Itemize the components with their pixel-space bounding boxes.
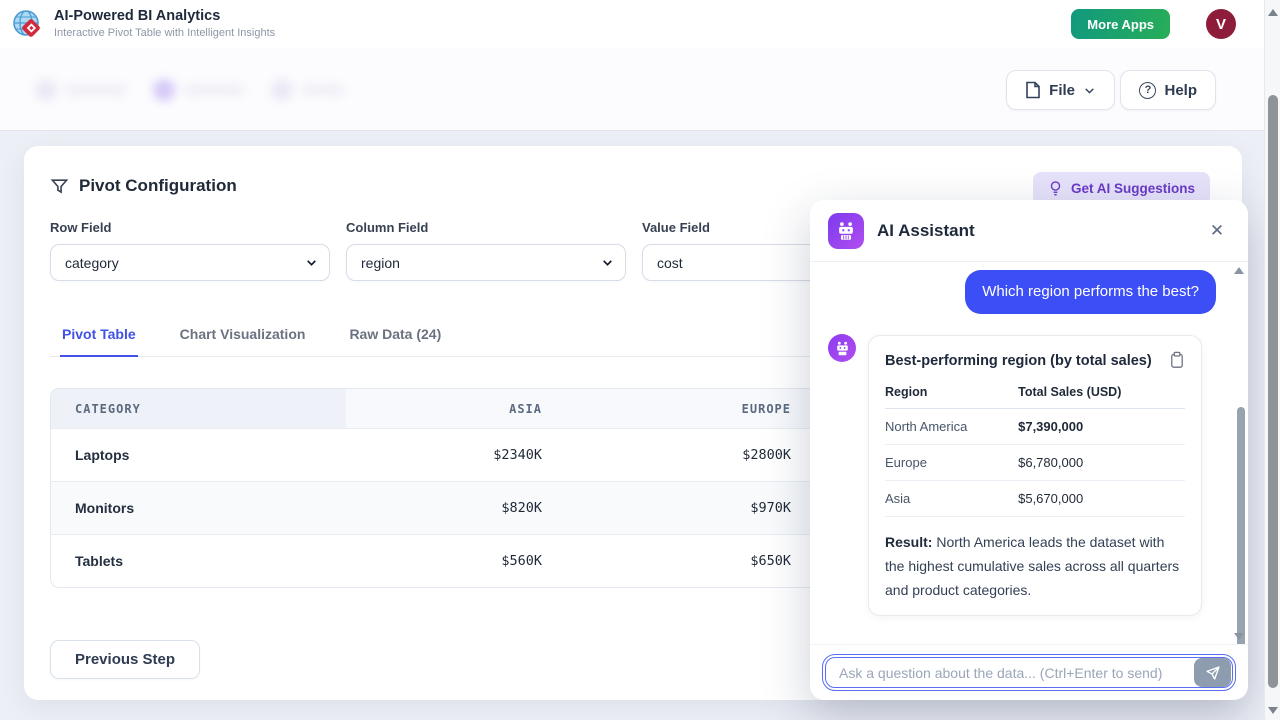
more-apps-button[interactable]: More Apps <box>1071 9 1170 39</box>
chat-input-area <box>810 644 1248 700</box>
scroll-down-arrow[interactable] <box>1268 707 1278 714</box>
result-summary: Result: North America leads the dataset … <box>885 530 1185 602</box>
sales-cell: $6,780,000 <box>1018 444 1185 481</box>
send-button[interactable] <box>1194 658 1231 687</box>
column-header-asia: ASIA <box>509 401 542 416</box>
table-row: Europe $6,780,000 <box>885 444 1185 481</box>
row-field-select[interactable]: category <box>50 244 330 281</box>
copy-icon[interactable] <box>1169 351 1185 369</box>
sales-cell: $5,670,000 <box>1018 480 1185 517</box>
cell-europe: $970K <box>750 500 791 516</box>
close-icon[interactable]: ✕ <box>1206 220 1228 242</box>
sales-cell: $7,390,000 <box>1018 408 1185 445</box>
file-button[interactable]: File <box>1006 70 1115 110</box>
assistant-response-card: Best-performing region (by total sales) … <box>868 335 1202 617</box>
pivot-field-selectors: Row Field category Column Field region V… <box>50 220 922 281</box>
funnel-icon <box>50 177 69 196</box>
help-button-label: Help <box>1164 81 1197 99</box>
help-button[interactable]: ? Help <box>1120 70 1216 110</box>
app-title: AI-Powered BI Analytics <box>54 8 221 24</box>
chat-scrollbar-thumb[interactable] <box>1237 407 1245 644</box>
cell-asia: $560K <box>501 553 542 569</box>
result-label: Result: <box>885 534 933 550</box>
chat-scroll-up-arrow[interactable] <box>1234 267 1244 274</box>
chat-scroll-down-arrow[interactable] <box>1234 633 1244 640</box>
get-ai-suggestions-button[interactable]: Get AI Suggestions <box>1032 172 1210 205</box>
help-icon: ? <box>1139 81 1157 99</box>
tab-raw-data[interactable]: Raw Data (24) <box>349 326 442 342</box>
assistant-avatar <box>828 334 856 362</box>
row-field-label: Row Field <box>50 220 112 235</box>
row-category: Laptops <box>75 447 130 463</box>
value-field-label: Value Field <box>642 220 710 235</box>
chat-messages-area: Which region performs the best? Best-per… <box>810 262 1248 644</box>
response-col-sales: Total Sales (USD) <box>1018 379 1185 409</box>
region-cell: Europe <box>885 444 1019 481</box>
user-avatar[interactable]: V <box>1206 9 1236 39</box>
lightbulb-icon <box>1048 180 1063 197</box>
app-subtitle: Interactive Pivot Table with Intelligent… <box>54 27 276 39</box>
tab-chart-visualization[interactable]: Chart Visualization <box>179 326 306 342</box>
ai-assistant-panel: AI Assistant ✕ Which region performs the… <box>810 200 1248 700</box>
column-field-value: region <box>361 254 400 271</box>
get-ai-suggestions-label: Get AI Suggestions <box>1070 181 1195 196</box>
cell-europe: $2800K <box>742 447 791 463</box>
table-row: North America $7,390,000 <box>885 408 1185 445</box>
cell-asia: $820K <box>501 500 542 516</box>
file-button-label: File <box>1049 81 1075 99</box>
cell-europe: $650K <box>750 553 791 569</box>
column-field-select[interactable]: region <box>346 244 626 281</box>
region-cell: Asia <box>885 480 1019 517</box>
column-header-europe: EUROPE <box>741 401 791 416</box>
scroll-up-arrow[interactable] <box>1268 9 1278 16</box>
region-cell: North America <box>885 408 1019 445</box>
response-col-region: Region <box>885 379 1019 409</box>
result-text: North America leads the dataset with the… <box>885 534 1180 599</box>
response-table: Region Total Sales (USD) North America $… <box>885 379 1185 517</box>
ai-assistant-title: AI Assistant <box>877 220 975 240</box>
ai-assistant-header: AI Assistant ✕ <box>810 200 1248 262</box>
chevron-down-icon <box>601 256 614 269</box>
scrollbar-thumb[interactable] <box>1268 95 1278 688</box>
user-message-bubble: Which region performs the best? <box>965 270 1216 315</box>
app-logo-icon <box>12 9 44 41</box>
pivot-config-title: Pivot Configuration <box>79 176 237 195</box>
robot-icon <box>828 212 864 249</box>
cell-asia: $2340K <box>493 447 542 463</box>
file-icon <box>1025 81 1041 99</box>
table-row: Asia $5,670,000 <box>885 480 1185 517</box>
app-header: AI-Powered BI Analytics Interactive Pivo… <box>0 0 1264 48</box>
tab-pivot-table[interactable]: Pivot Table <box>60 316 138 357</box>
send-icon <box>1205 665 1221 681</box>
wizard-steps-faded <box>35 75 435 105</box>
chevron-down-icon <box>305 256 318 269</box>
row-category: Monitors <box>75 500 135 516</box>
chat-input[interactable] <box>825 657 1233 688</box>
response-title: Best-performing region (by total sales) <box>885 353 1152 369</box>
previous-step-button[interactable]: Previous Step <box>50 640 201 679</box>
column-field-label: Column Field <box>346 220 429 235</box>
toolbar: File ? Help <box>0 48 1264 131</box>
page-scrollbar[interactable] <box>1264 0 1280 720</box>
value-field-value: cost <box>657 254 683 271</box>
column-header-category: CATEGORY <box>51 389 346 428</box>
row-field-value: category <box>65 254 119 271</box>
row-category: Tablets <box>75 553 123 569</box>
chevron-down-icon <box>1083 84 1096 97</box>
view-tabs: Pivot Table Chart Visualization Raw Data… <box>50 316 1216 357</box>
